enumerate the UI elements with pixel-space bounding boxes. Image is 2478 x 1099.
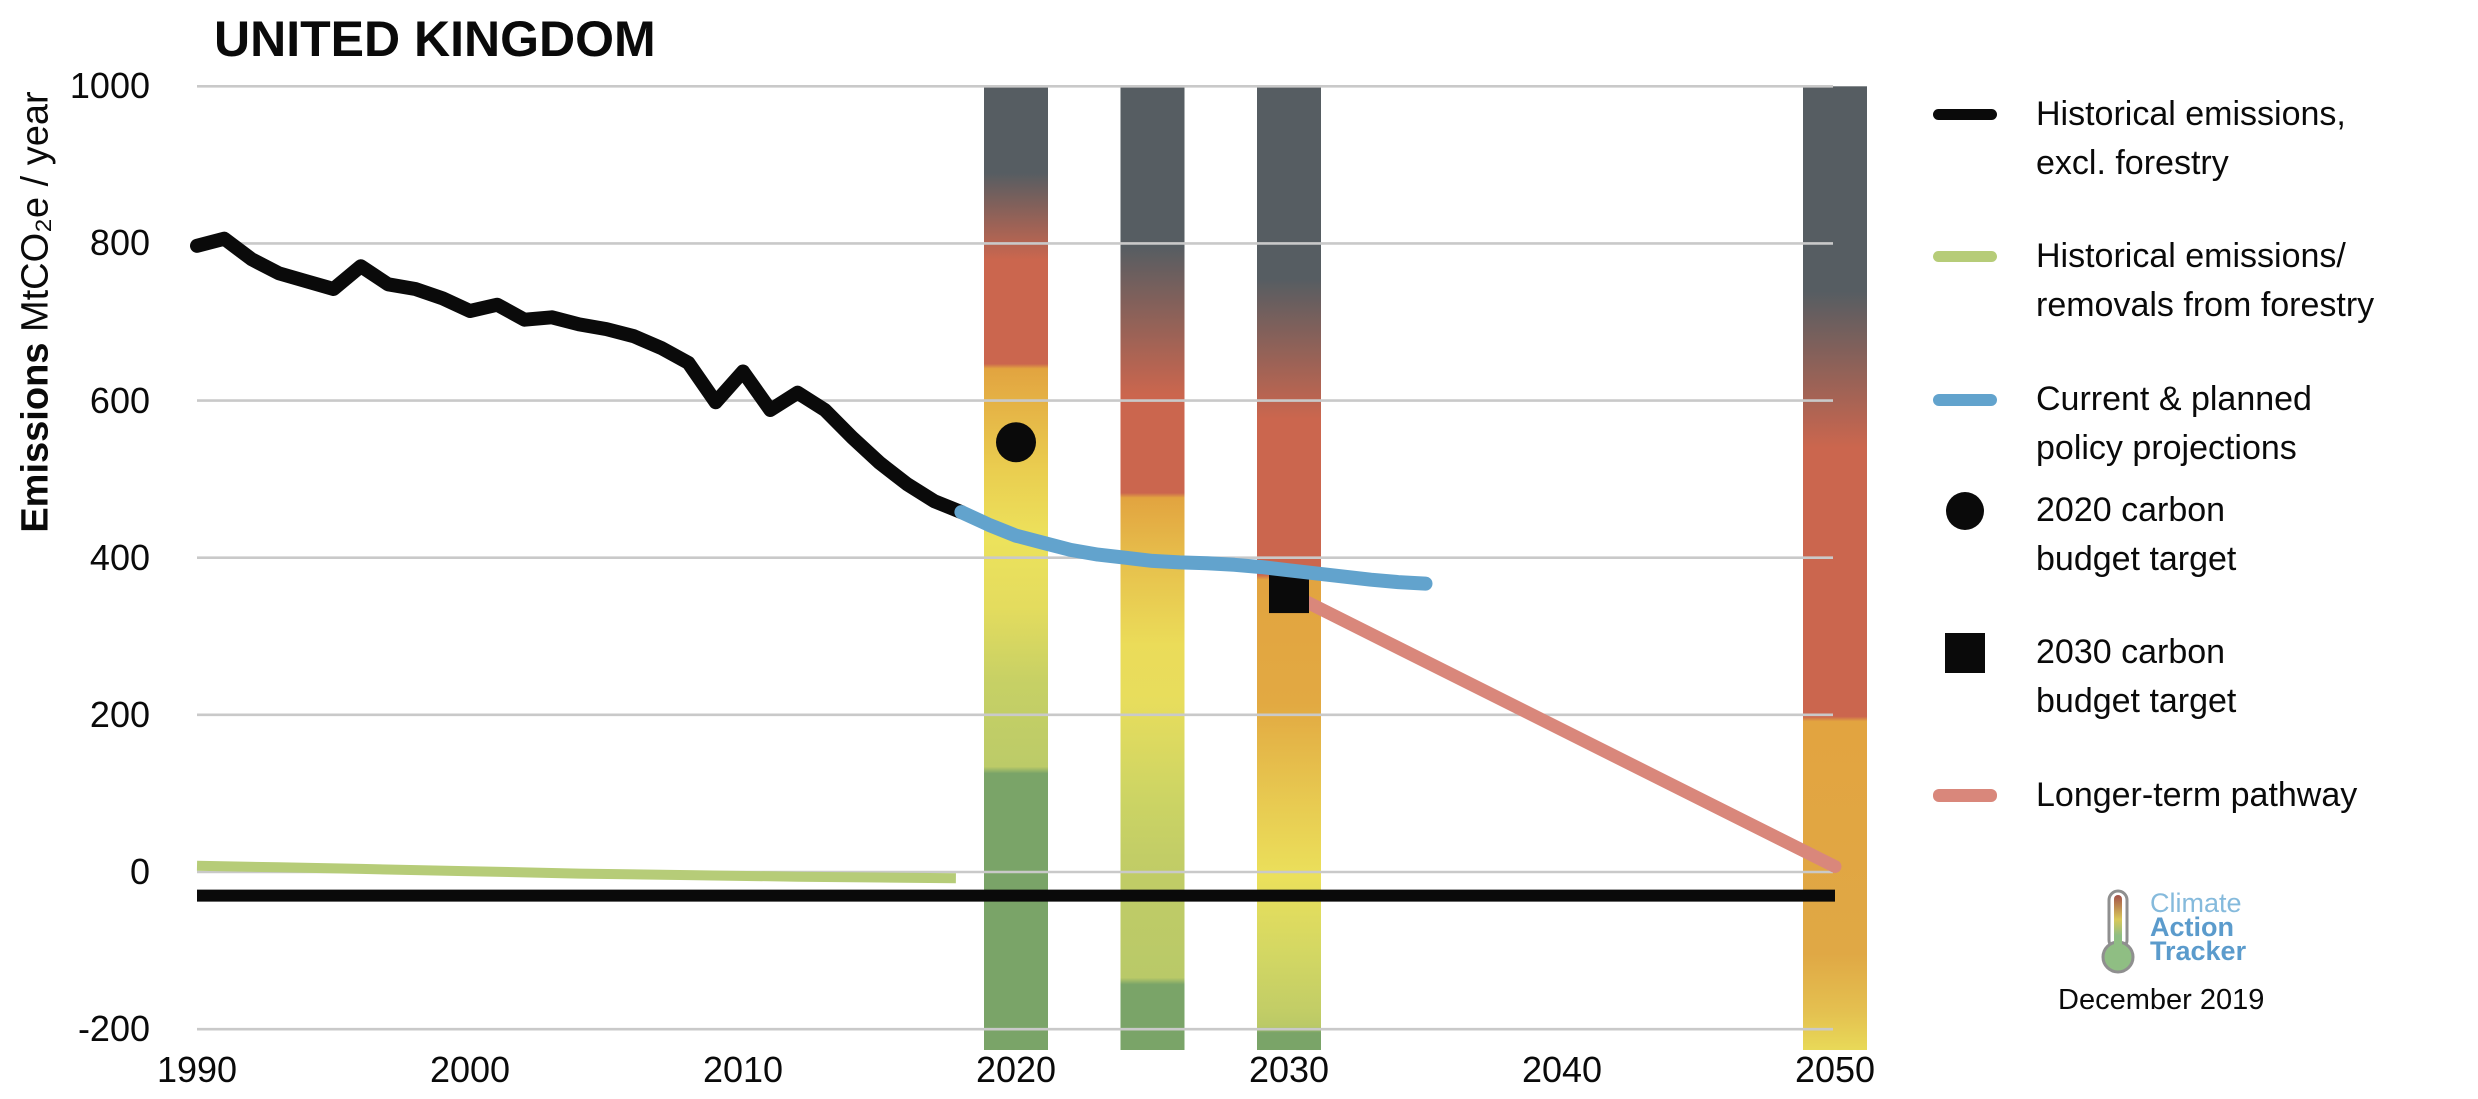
x-tick-2030: 2030 bbox=[1248, 1049, 1330, 1090]
forestry-line bbox=[196, 860, 956, 884]
legend-label-line: 2030 carbon bbox=[2036, 633, 2226, 671]
legend-label-line: budget target bbox=[2036, 682, 2237, 720]
policy-projections-line bbox=[954, 505, 1433, 591]
legend-item-5: Longer-term pathway bbox=[1930, 771, 2357, 820]
legend-line-swatch bbox=[1930, 375, 2000, 424]
legend-label-line: removals from forestry bbox=[2036, 286, 2375, 324]
legend-item-label: 2020 carbon budget target bbox=[2036, 486, 2236, 584]
legend-line-swatch bbox=[1930, 232, 2000, 281]
thermometer-icon bbox=[2101, 889, 2135, 974]
legend-square-swatch bbox=[1930, 628, 2000, 677]
legend-label-line: excl. forestry bbox=[2036, 144, 2229, 182]
legend-line-swatch bbox=[1930, 771, 2000, 820]
line-swatch-shape bbox=[1933, 393, 1997, 406]
publication-date: December 2019 bbox=[2058, 984, 2265, 1016]
x-tick-2000: 2000 bbox=[429, 1049, 511, 1090]
legend-item-label: Historical emissions, excl. forestry bbox=[2036, 90, 2346, 188]
logo-wordmark: Climate Action Tracker bbox=[2150, 888, 2247, 976]
circle-swatch-shape bbox=[1946, 491, 1984, 530]
logo-word-tracker: Tracker bbox=[2150, 936, 2247, 966]
historical-emissions-line bbox=[190, 231, 969, 520]
chart-legend: Historical emissions, excl. forestry Histo… bbox=[1930, 0, 2478, 1099]
carbon-budget-target-circle-2020 bbox=[996, 422, 1036, 463]
y-tick-1000: 1000 bbox=[69, 65, 150, 107]
legend-circle-swatch bbox=[1930, 486, 2000, 535]
y-tick-600: 600 bbox=[89, 379, 150, 421]
climate-action-tracker-logo: Climate Action Tracker bbox=[2096, 888, 2246, 976]
square-swatch-shape bbox=[1945, 632, 1985, 673]
y-tick-0: 0 bbox=[129, 851, 150, 892]
x-tick-2020: 2020 bbox=[975, 1049, 1057, 1090]
legend-item-label: Historical emissions/removals from fores… bbox=[2036, 232, 2374, 330]
legend-item-4: 2030 carbon budget target bbox=[1930, 628, 2236, 726]
longer-term-pathway-line bbox=[1282, 586, 1842, 873]
legend-item-label: Longer-term pathway bbox=[2036, 771, 2357, 820]
legend-label-line: 2020 carbon bbox=[2036, 491, 2226, 529]
logo-word-action: Action bbox=[2150, 912, 2234, 942]
y-tick-400: 400 bbox=[89, 536, 150, 578]
legend-label-line: Current & planned bbox=[2036, 380, 2312, 418]
legend-label-line: policy projections bbox=[2036, 429, 2297, 467]
rating-bar-2050 bbox=[1803, 86, 1867, 1051]
legend-item-3: 2020 carbon budget target bbox=[1930, 486, 2236, 584]
legend-label-line: Historical emissions, bbox=[2036, 95, 2346, 133]
legend-label-line: Historical emissions/ bbox=[2036, 237, 2346, 275]
y-tick-800: 800 bbox=[89, 222, 150, 264]
line-swatch-shape bbox=[1933, 109, 1997, 120]
legend-item-2: Current & planned policy projections bbox=[1930, 375, 2312, 473]
legend-item-1: Historical emissions/removals from fores… bbox=[1930, 232, 2374, 330]
rating-bar-2020 bbox=[984, 86, 1048, 1051]
carbon-budget-target-square-2030 bbox=[1269, 573, 1309, 614]
line-swatch-shape bbox=[1933, 789, 1997, 802]
line-swatch-shape bbox=[1933, 251, 1997, 262]
x-tick-1990: 1990 bbox=[156, 1049, 238, 1090]
legend-item-label: Current & planned policy projections bbox=[2036, 375, 2312, 473]
y-tick-200: 200 bbox=[89, 693, 150, 735]
x-tick-2010: 2010 bbox=[702, 1049, 784, 1090]
legend-label-line: budget target bbox=[2036, 540, 2237, 578]
x-tick-2040: 2040 bbox=[1521, 1049, 1603, 1090]
page-title: UNITED KINGDOM bbox=[214, 11, 656, 67]
x-tick-2050: 2050 bbox=[1794, 1049, 1876, 1090]
legend-label-line: Longer-term pathway bbox=[2036, 776, 2358, 814]
legend-item-label: 2030 carbon budget target bbox=[2036, 628, 2236, 726]
logo-word-climate: Climate bbox=[2150, 888, 2242, 918]
legend-line-swatch bbox=[1930, 90, 2000, 139]
y-tick--200: -200 bbox=[77, 1008, 150, 1050]
legend-item-0: Historical emissions, excl. forestry bbox=[1930, 90, 2346, 188]
